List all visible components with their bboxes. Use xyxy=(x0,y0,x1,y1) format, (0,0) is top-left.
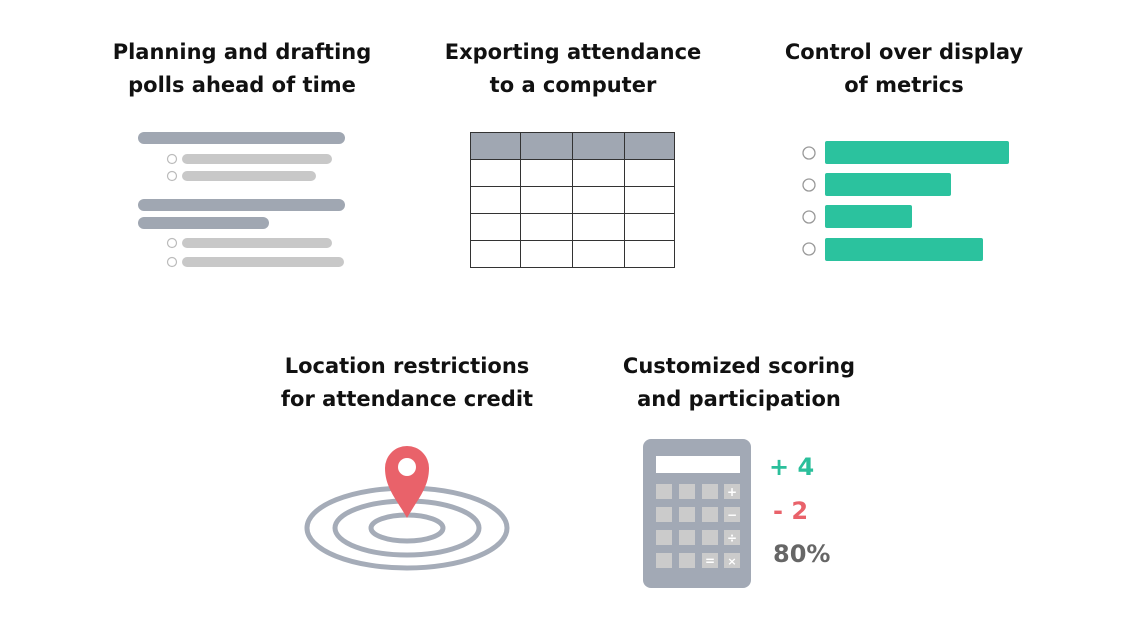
calculator-icon: + − ÷ = × xyxy=(643,439,751,588)
feature-title: Location restrictions for attendance cre… xyxy=(257,350,557,416)
title-line: Control over display xyxy=(784,40,1024,64)
title-line: Exporting attendance xyxy=(444,40,702,64)
poll-list-icon xyxy=(138,132,345,268)
title-line: to a computer xyxy=(489,73,657,97)
title-line: Planning and drafting xyxy=(112,40,372,64)
location-pin-icon xyxy=(304,446,510,571)
score-minus: - 2 xyxy=(773,497,809,525)
score-plus: + 4 xyxy=(769,453,815,481)
calc-key: × xyxy=(727,555,736,568)
title-line: polls ahead of time xyxy=(128,73,356,97)
metrics-bars-icon xyxy=(802,141,1009,261)
calc-key: = xyxy=(705,554,715,568)
calc-key: ÷ xyxy=(727,531,737,545)
spreadsheet-icon xyxy=(470,132,675,268)
title-line: Customized scoring xyxy=(622,354,856,378)
feature-planning-polls: Planning and drafting polls ahead of tim… xyxy=(92,36,392,276)
title-line: for attendance credit xyxy=(280,387,534,411)
feature-title: Control over display of metrics xyxy=(754,36,1054,102)
feature-customized-scoring: Customized scoring and participation xyxy=(589,350,889,590)
feature-title: Customized scoring and participation xyxy=(589,350,889,416)
calc-key: − xyxy=(727,508,737,522)
feature-metrics-display: Control over display of metrics xyxy=(754,36,1054,276)
feature-exporting-attendance: Exporting attendance to a computer xyxy=(423,36,723,276)
feature-title: Exporting attendance to a computer xyxy=(423,36,723,102)
score-percent: 80% xyxy=(773,540,831,568)
title-line: of metrics xyxy=(844,73,964,97)
feature-title: Planning and drafting polls ahead of tim… xyxy=(92,36,392,102)
title-line: Location restrictions xyxy=(284,354,530,378)
title-line: and participation xyxy=(637,387,841,411)
calc-key: + xyxy=(727,485,737,499)
feature-location-restrictions: Location restrictions for attendance cre… xyxy=(257,350,557,590)
